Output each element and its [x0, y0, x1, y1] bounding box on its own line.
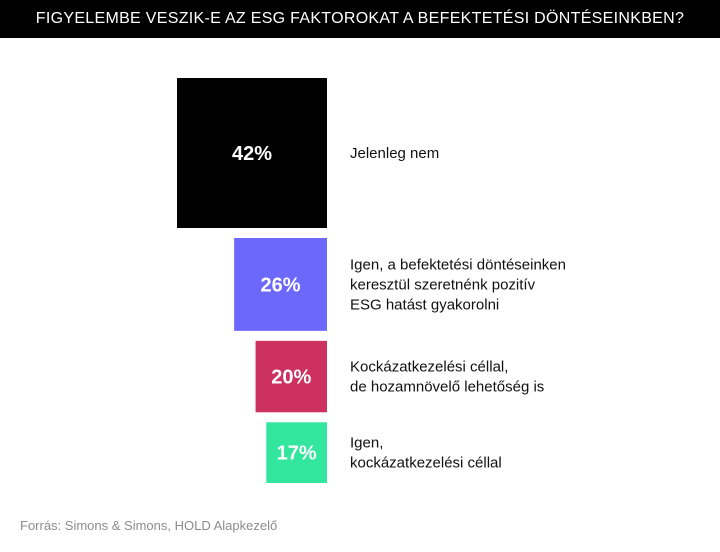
bar-3 [255, 340, 327, 413]
data-label-2: 26% [261, 274, 301, 296]
category-label-line: Igen, a befektetési döntéseinken [350, 256, 566, 273]
category-label-4: Igen, kockázatkezelési céllal [350, 435, 502, 472]
data-label-1: 42% [232, 143, 272, 165]
category-label-line: Jelenleg nem [350, 145, 439, 162]
category-label-line: kockázatkezelési céllal [350, 455, 502, 472]
chart-title: FIGYELEMBE VESZIK-E AZ ESG FAKTOROKAT A … [0, 0, 720, 38]
bar-2 [234, 238, 327, 331]
data-label-4: 17% [277, 443, 317, 465]
data-label-3: 20% [271, 367, 311, 389]
category-label-line: de hozamnövelő lehetőség is [350, 379, 544, 396]
bar-1 [177, 78, 327, 228]
bar-4 [266, 422, 327, 483]
source-note: Forrás: Simons & Simons, HOLD Alapkezelő [20, 518, 278, 533]
category-label-3: Kockázatkezelési céllal, de hozamnövelő l… [350, 359, 544, 396]
category-label-line: Igen, [350, 435, 383, 452]
category-label-1: Jelenleg nem [350, 145, 439, 162]
category-label-line: ESG hatást gyakorolni [350, 296, 499, 313]
category-label-2: Igen, a befektetési döntéseinken keresztü… [350, 256, 566, 313]
category-label-line: Kockázatkezelési céllal, [350, 359, 508, 376]
category-label-line: keresztül szeretnénk pozitív [350, 276, 536, 293]
